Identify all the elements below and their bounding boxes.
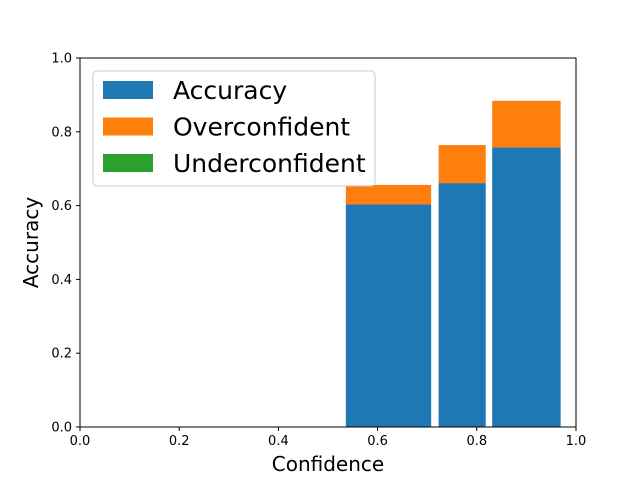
legend-swatch-accuracy <box>103 81 153 99</box>
x-tick-label: 0.2 <box>169 434 190 449</box>
bar-overconfident-0 <box>345 184 432 205</box>
y-tick-label: 0.6 <box>51 199 72 214</box>
x-axis-ticks: 0.0 0.2 0.4 0.6 0.8 1.0 <box>70 427 587 449</box>
bar-accuracy-2 <box>492 147 561 427</box>
bar-accuracy-1 <box>438 183 486 427</box>
legend-label-overconfident: Overconfident <box>173 113 350 142</box>
legend-swatch-underconfident <box>103 154 153 172</box>
legend: Accuracy Overconfident Underconfident <box>92 70 376 187</box>
x-tick-label: 1.0 <box>566 434 587 449</box>
x-tick-label: 0.4 <box>268 434 289 449</box>
legend-frame <box>92 70 376 187</box>
y-tick-label: 0.8 <box>51 125 72 140</box>
y-tick-label: 0.2 <box>51 347 72 362</box>
x-tick-label: 0.8 <box>466 434 487 449</box>
bars-group <box>345 100 561 427</box>
bar-accuracy-0 <box>345 204 432 427</box>
legend-label-accuracy: Accuracy <box>173 76 287 105</box>
bar-overconfident-1 <box>438 145 486 184</box>
x-tick-label: 0.0 <box>70 434 91 449</box>
y-axis-label: Accuracy <box>19 197 43 288</box>
x-axis-label: Confidence <box>272 452 384 476</box>
y-tick-label: 1.0 <box>51 52 72 67</box>
y-axis-ticks: 0.0 0.2 0.4 0.6 0.8 1.0 <box>51 52 80 436</box>
legend-label-underconfident: Underconfident <box>173 149 366 178</box>
bar-overconfident-2 <box>492 100 561 148</box>
y-tick-label: 0.4 <box>51 273 72 288</box>
legend-swatch-overconfident <box>103 117 153 136</box>
y-tick-label: 0.0 <box>51 421 72 436</box>
x-tick-label: 0.6 <box>367 434 388 449</box>
plot-frame <box>79 57 577 428</box>
